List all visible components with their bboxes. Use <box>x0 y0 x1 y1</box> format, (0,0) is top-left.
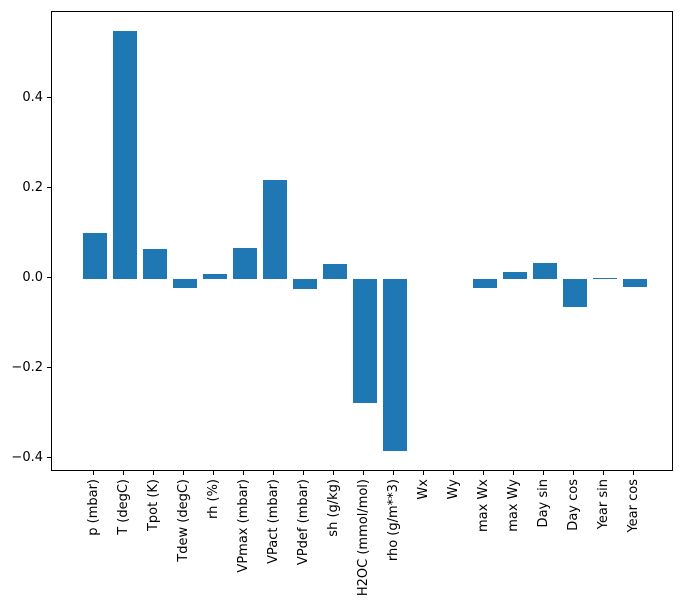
bar <box>322 264 347 279</box>
y-tick-mark <box>47 277 51 279</box>
x-tick-mark <box>363 471 364 475</box>
x-tick-label: Tpot (K) <box>145 479 161 532</box>
x-tick-mark <box>633 471 634 475</box>
x-tick-label: p (mbar) <box>85 479 101 536</box>
bar <box>562 278 587 307</box>
x-tick-label: VPact (mbar) <box>265 479 281 564</box>
bar <box>352 278 377 404</box>
x-tick-label: Wx <box>415 479 431 500</box>
x-tick-mark <box>243 471 244 475</box>
x-tick-label: Year sin <box>595 479 611 530</box>
bar <box>502 271 527 279</box>
y-tick-label: 0.2 <box>22 179 43 195</box>
x-tick-mark <box>303 471 304 475</box>
x-tick-mark <box>453 471 454 475</box>
y-tick-label: −0.4 <box>11 449 43 465</box>
bar <box>382 278 407 451</box>
x-tick-mark <box>213 471 214 475</box>
x-tick-label: Year cos <box>625 479 641 533</box>
y-tick-mark <box>47 367 51 369</box>
bar <box>622 278 647 287</box>
bar <box>232 247 257 279</box>
x-tick-mark <box>93 471 94 475</box>
x-tick-mark <box>543 471 544 475</box>
bar <box>262 180 287 279</box>
x-tick-label: max Wx <box>475 479 491 533</box>
x-tick-mark <box>423 471 424 475</box>
x-tick-mark <box>273 471 274 475</box>
bar <box>472 278 497 289</box>
y-tick-label: −0.2 <box>11 359 43 375</box>
bar <box>112 31 137 279</box>
x-tick-label: max Wy <box>505 479 521 532</box>
y-tick-label: 0.4 <box>22 89 43 105</box>
x-tick-label: VPmax (mbar) <box>235 479 251 573</box>
bar <box>592 277 617 279</box>
y-tick-mark <box>47 97 51 99</box>
x-tick-mark <box>333 471 334 475</box>
x-tick-label: Tdew (degC) <box>175 479 191 562</box>
x-tick-label: Day sin <box>535 479 551 528</box>
x-tick-label: VPdef (mbar) <box>295 479 311 566</box>
x-tick-mark <box>393 471 394 475</box>
x-tick-label: sh (g/kg) <box>325 479 341 537</box>
bar <box>142 248 167 279</box>
bar <box>82 233 107 279</box>
bar <box>202 274 227 279</box>
x-tick-mark <box>603 471 604 475</box>
x-tick-mark <box>153 471 154 475</box>
x-tick-label: Wy <box>445 479 461 500</box>
x-tick-label: rh (%) <box>205 479 221 519</box>
y-tick-label: 0.0 <box>22 269 43 285</box>
bar <box>292 278 317 289</box>
y-tick-mark <box>47 187 51 189</box>
bar <box>532 263 557 279</box>
x-tick-label: rho (g/m**3) <box>385 479 401 562</box>
x-tick-mark <box>513 471 514 475</box>
x-tick-mark <box>123 471 124 475</box>
x-tick-label: H2OC (mmol/mol) <box>355 479 371 597</box>
x-tick-label: T (degC) <box>115 479 131 535</box>
x-tick-label: Day cos <box>565 479 581 531</box>
x-tick-mark <box>483 471 484 475</box>
y-tick-mark <box>47 457 51 459</box>
x-tick-mark <box>573 471 574 475</box>
bar <box>172 278 197 288</box>
x-tick-mark <box>183 471 184 475</box>
plot-area <box>51 11 673 471</box>
